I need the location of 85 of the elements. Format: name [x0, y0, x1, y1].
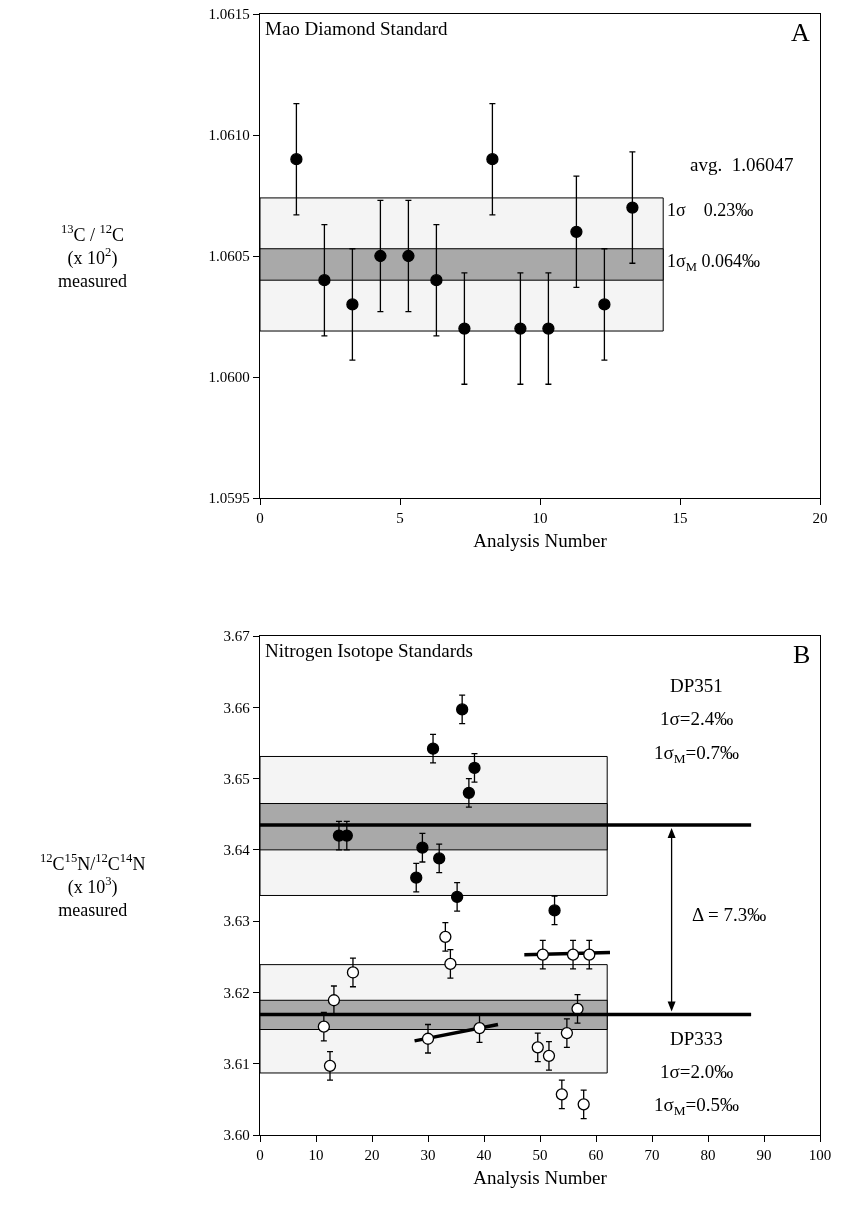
annotation: DP333 — [670, 1028, 723, 1049]
text: $^{12}$C$^{15}$N/$^{12}$C$^{14}$N (x 10$^{3}$) measured — [40, 851, 146, 921]
point — [327, 994, 341, 1007]
x-tick-label: 5 — [396, 510, 404, 527]
x-tick-label: 100 — [808, 1147, 832, 1164]
point — [462, 786, 476, 799]
y-tick-label: 1.0600 — [208, 369, 250, 386]
x-tick-label: 30 — [420, 1147, 436, 1164]
x-tick-label: 70 — [644, 1147, 660, 1164]
x-tick-label: 90 — [756, 1147, 772, 1164]
point — [486, 153, 499, 166]
y-tick-label: 1.0595 — [208, 490, 250, 507]
x-tick-label: 80 — [700, 1147, 716, 1164]
y-tick-label: 1.0610 — [208, 127, 250, 144]
y-tick-label: 3.64 — [223, 842, 251, 859]
annotation: B — [793, 640, 811, 669]
point — [450, 890, 464, 904]
y-tick-label: 3.60 — [223, 1127, 250, 1144]
point — [598, 298, 611, 311]
annotation: Δ = 7.3‰ — [692, 904, 767, 925]
point — [323, 1059, 337, 1072]
x-tick-label: 50 — [532, 1147, 548, 1164]
y-tick-label: 3.61 — [223, 1055, 250, 1072]
point — [317, 1020, 330, 1033]
y-tick-label: 1.0615 — [208, 6, 250, 23]
point — [346, 966, 360, 979]
x-tick-label: 0 — [256, 510, 264, 527]
y-tick-label: 3.63 — [223, 913, 250, 930]
point — [346, 298, 359, 311]
x-tick-label: 15 — [672, 510, 688, 527]
annotation: 1σ=2.4‰ — [660, 708, 734, 729]
point — [536, 948, 549, 961]
point — [542, 1049, 556, 1063]
point — [555, 1088, 568, 1101]
x-tick-label: 20 — [812, 510, 828, 527]
x-tick-label: 10 — [308, 1147, 324, 1164]
annotation: A — [791, 18, 810, 47]
y-tick-label: 3.62 — [223, 984, 250, 1001]
point — [318, 274, 331, 287]
band-label: 1σ 0.23‰ — [667, 200, 754, 220]
point — [531, 1041, 544, 1054]
point — [570, 225, 583, 238]
y-tick-label: 1.0605 — [208, 248, 250, 265]
x-tick-label: 60 — [588, 1147, 604, 1164]
x-axis-title: Analysis Number — [473, 1166, 608, 1188]
point — [444, 957, 457, 971]
point — [410, 871, 423, 884]
point — [374, 249, 387, 263]
chart-title: Mao Diamond Standard — [265, 18, 449, 39]
point — [402, 249, 415, 263]
point — [626, 201, 639, 214]
band-label: 1σ$_{M}$ 0.064‰ — [667, 251, 760, 274]
point — [458, 322, 471, 335]
point — [548, 904, 561, 917]
y-tick-label: 3.65 — [223, 770, 250, 787]
point — [473, 1021, 486, 1035]
y-tick-label: 3.66 — [223, 699, 251, 716]
point — [416, 841, 429, 854]
x-tick-label: 0 — [256, 1147, 264, 1164]
x-tick-label: 20 — [364, 1147, 380, 1164]
chart-title: Nitrogen Isotope Standards — [265, 640, 473, 661]
point — [583, 948, 596, 961]
annotation: avg. 1.06047 — [690, 154, 794, 175]
point — [577, 1098, 590, 1111]
point — [542, 322, 555, 335]
point — [566, 948, 580, 961]
point — [514, 322, 527, 335]
point — [421, 1032, 435, 1045]
point — [439, 930, 452, 943]
annotation: 1σ$_{M}$=0.7‰ — [654, 742, 740, 766]
y-axis-title: $^{13}$C / $^{12}$C (x 10$^{2}$) measured — [58, 222, 127, 292]
annotation: 1σ=2.0‰ — [660, 1061, 734, 1082]
x-tick-label: 10 — [532, 510, 548, 527]
point — [560, 1026, 574, 1040]
annotation: DP351 — [670, 675, 723, 696]
x-tick-label: 40 — [476, 1147, 492, 1164]
point — [426, 742, 440, 755]
point — [456, 703, 469, 716]
point — [290, 153, 303, 166]
y-tick-label: 3.67 — [223, 628, 251, 645]
point — [433, 852, 446, 865]
point — [430, 274, 443, 287]
point — [468, 761, 481, 775]
x-axis-title: Analysis Number — [473, 529, 608, 551]
annotation: 1σ$_{M}$=0.5‰ — [654, 1094, 740, 1118]
